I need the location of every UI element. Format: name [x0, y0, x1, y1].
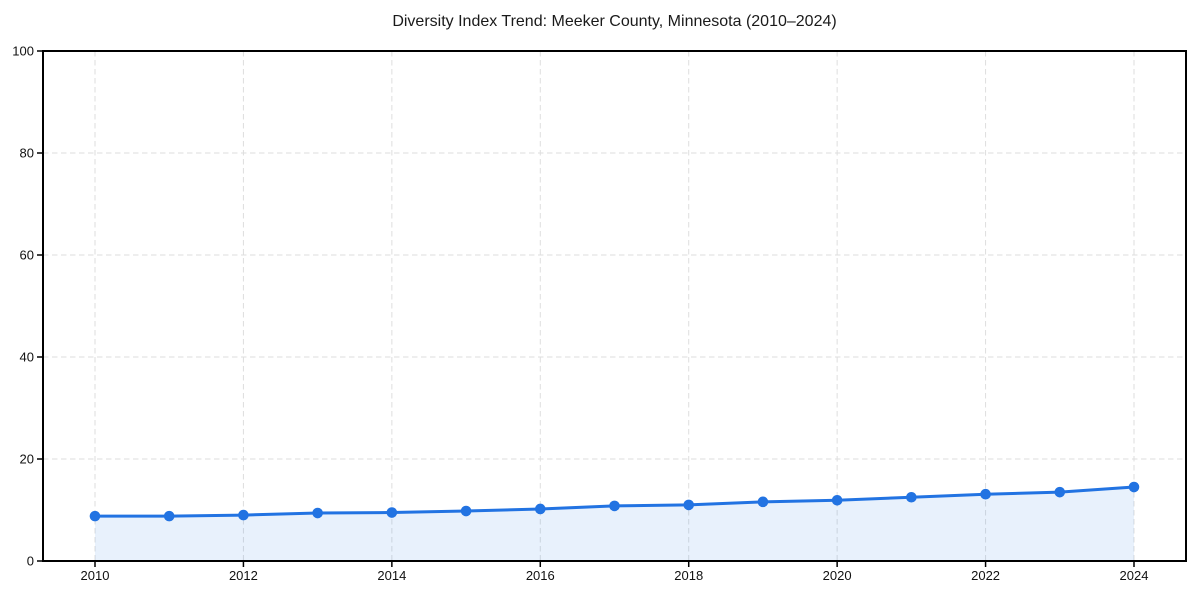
data-point	[238, 509, 249, 521]
y-axis-tick-label: 40	[20, 350, 34, 365]
y-axis-tick-label: 0	[27, 554, 34, 569]
data-point	[386, 507, 398, 518]
y-axis-tick-label: 20	[20, 452, 34, 467]
y-axis-tick-label: 60	[20, 248, 34, 263]
data-point	[1128, 481, 1140, 493]
data-point	[683, 499, 695, 511]
data-point	[1054, 486, 1066, 498]
y-axis-tick-label: 80	[20, 146, 34, 161]
x-axis-tick-label: 2010	[81, 568, 110, 583]
x-axis-tick-label: 2020	[823, 568, 852, 583]
data-point	[906, 491, 917, 503]
data-point	[312, 507, 323, 519]
data-point	[757, 496, 769, 508]
data-point	[89, 510, 101, 522]
data-point	[831, 495, 843, 506]
x-axis-tick-label: 2014	[377, 568, 406, 583]
x-axis-tick-label: 2022	[971, 568, 1000, 583]
data-point	[163, 510, 175, 522]
data-point	[534, 503, 546, 515]
chart-title: Diversity Index Trend: Meeker County, Mi…	[392, 13, 837, 30]
data-point	[980, 488, 991, 500]
plot-border	[42, 50, 1187, 562]
x-axis-tick-label: 2012	[229, 568, 258, 583]
area-fill	[95, 487, 1134, 561]
data-point	[460, 505, 472, 517]
x-axis-tick-label: 2016	[526, 568, 555, 583]
x-axis-tick-label: 2024	[1120, 568, 1149, 583]
y-axis-tick-label: 100	[12, 44, 34, 59]
data-point	[609, 500, 620, 512]
x-axis-tick-label: 2018	[674, 568, 703, 583]
